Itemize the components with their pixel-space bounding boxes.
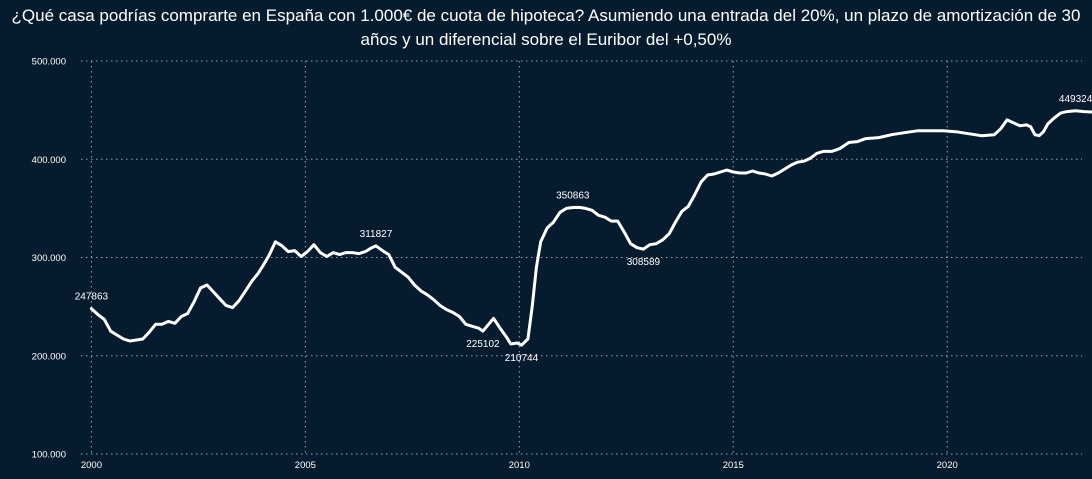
x-tick-label: 2020 [937,460,958,471]
data-label-group: 247863 311827 225102 210744 350863 308589 4493… [75,94,1092,364]
axis-tick-labels: 100.000 200.000 300.000 400.000 500.000 2000 2… [32,57,958,472]
series-line-0 [89,109,1092,347]
data-label: 225102 [466,339,500,350]
chart-title-line-1: ¿Qué casa podrías comprarte en España co… [11,6,1081,25]
data-label: 308589 [627,257,661,268]
chart-title-line-2: años y un diferencial sobre el Euribor d… [360,30,732,49]
y-tick-label: 300.000 [32,253,66,264]
y-tick-label: 500.000 [32,57,66,68]
data-label: 210744 [505,353,539,364]
x-tick-label: 2015 [723,460,744,471]
data-label: 350863 [556,191,590,202]
x-tick-label: 2010 [509,460,530,471]
y-tick-label: 200.000 [32,351,66,362]
x-tick-label: 2005 [295,460,316,471]
y-tick-label: 100.000 [32,450,66,461]
data-label: 449324 [1059,94,1092,105]
data-label: 247863 [75,292,109,303]
chart-title: ¿Qué casa podrías comprarte en España co… [0,4,1092,52]
data-label: 311827 [360,229,393,240]
x-tick-label: 2000 [81,460,102,471]
series-group [89,109,1092,347]
grid-lines [81,60,1082,455]
y-tick-label: 400.000 [32,155,66,166]
